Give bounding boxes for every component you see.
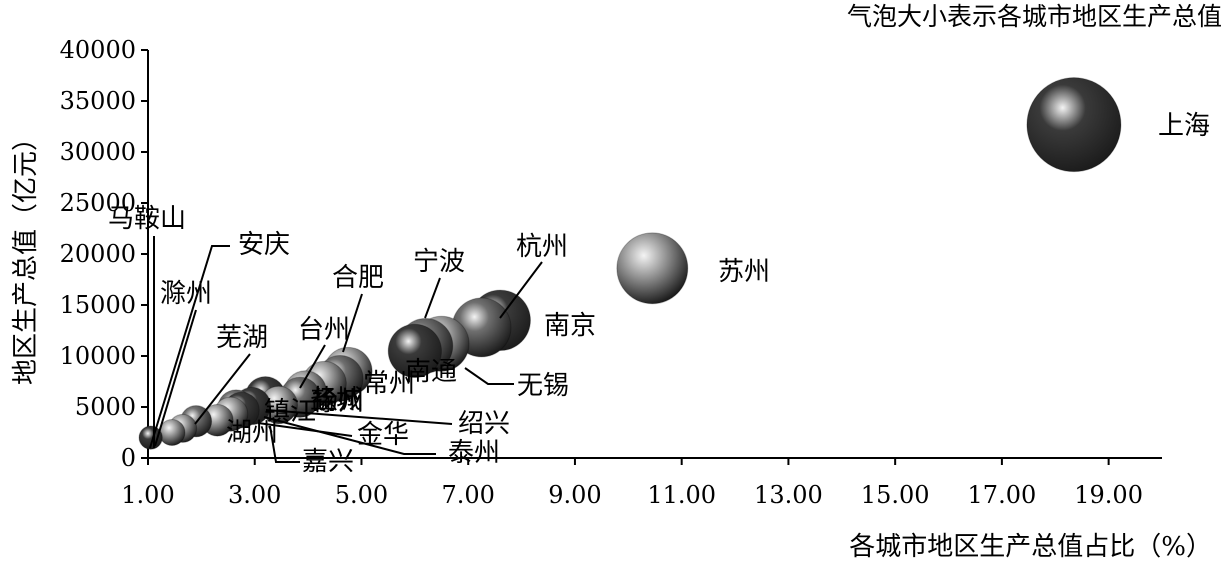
- leader-line: [194, 353, 251, 425]
- leader-line: [464, 367, 514, 385]
- bubble-label: 马鞍山: [108, 204, 186, 234]
- bubble: [616, 232, 689, 305]
- leader-line: [499, 261, 543, 319]
- bubble: [158, 419, 186, 446]
- y-tick-label: 35000: [60, 87, 136, 115]
- bubble-label: 镇江: [264, 397, 316, 427]
- x-tick-label: 19.00: [1074, 481, 1143, 509]
- axes: 0 5000 10000 15000 20000 25000 30000 35000 40000…: [60, 36, 1162, 509]
- leader-line: [424, 277, 441, 319]
- bubble-label: 扬州: [312, 386, 364, 416]
- bubble: [387, 323, 442, 379]
- bubble-label: 泰州: [448, 438, 500, 468]
- bubble-label: 湖州: [226, 418, 278, 448]
- x-tick-label: 5.00: [335, 481, 388, 509]
- bubble-label: 南通: [405, 357, 457, 387]
- y-tick-label: 10000: [60, 342, 136, 370]
- leader-line: [154, 309, 197, 447]
- bubble-label: 宁波: [413, 247, 465, 277]
- leader-line: [342, 293, 363, 353]
- x-tick-label: 3.00: [228, 481, 281, 509]
- bubble-label: 常州: [363, 369, 415, 399]
- leader-lines: [149, 236, 543, 463]
- y-tick-label: 0: [121, 444, 136, 472]
- x-tick-label: 9.00: [548, 481, 601, 509]
- x-tick-label: 15.00: [861, 481, 930, 509]
- bubble-label: 嘉兴: [302, 447, 354, 477]
- leader-line: [269, 425, 300, 463]
- bubble-label: 南京: [544, 311, 596, 341]
- x-tick-label: 13.00: [754, 481, 823, 509]
- leader-line: [257, 422, 353, 437]
- y-tick-label: 25000: [60, 189, 136, 217]
- y-tick-label: 40000: [60, 36, 136, 64]
- bubble-label: 滁州: [160, 279, 212, 309]
- y-tick-label: 30000: [60, 138, 136, 166]
- y-tick-label: 20000: [60, 240, 136, 268]
- x-tick-label: 17.00: [968, 481, 1037, 509]
- x-axis-title: 各城市地区生产总值占比（%）: [849, 532, 1212, 562]
- bubble-label: 上海: [1158, 111, 1210, 141]
- bubble-label: 盐城: [310, 385, 362, 415]
- bubble: [1026, 77, 1122, 173]
- bubble-label: 无锡: [517, 371, 569, 401]
- leader-line: [149, 245, 230, 449]
- y-axis-title: 地区生产总值（亿元）: [11, 125, 41, 385]
- bubble-label: 杭州: [516, 232, 568, 262]
- y-tick-label: 5000: [75, 393, 136, 421]
- bubble-label: 徐州: [312, 387, 364, 417]
- x-tick-label: 7.00: [441, 481, 494, 509]
- x-tick-label: 11.00: [647, 481, 716, 509]
- chart-note: 气泡大小表示各城市地区生产总值: [847, 2, 1222, 31]
- bubble-label: 台州: [298, 315, 350, 345]
- bubble-label: 金华: [357, 420, 409, 450]
- x-tick-label: 1.00: [121, 481, 174, 509]
- leader-line: [265, 409, 453, 425]
- bubble-label: 芜湖: [216, 323, 268, 353]
- bubble-label: 绍兴: [458, 409, 510, 439]
- bubble-label: 合肥: [332, 263, 384, 293]
- bubbles: [138, 77, 1122, 450]
- y-tick-label: 15000: [60, 291, 136, 319]
- bubble-label: 苏州: [718, 257, 770, 287]
- leader-line: [299, 344, 326, 389]
- bubble-label: 安庆: [238, 230, 290, 260]
